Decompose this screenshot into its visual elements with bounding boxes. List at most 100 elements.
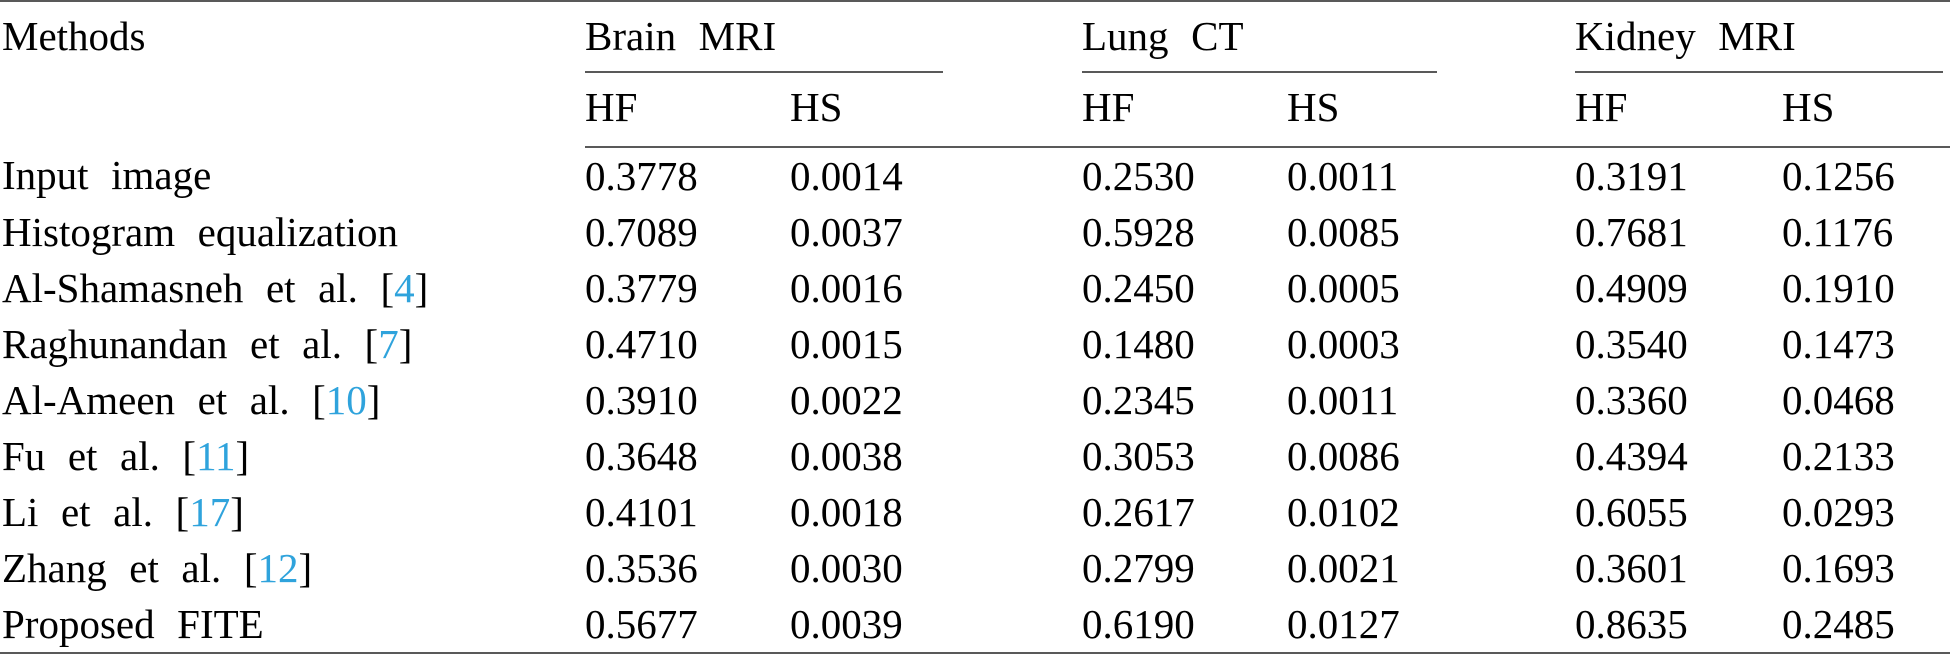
value-cell: 0.0011 — [1287, 152, 1399, 199]
value-cell: 0.1693 — [1782, 544, 1895, 591]
method-cell: Raghunandan et al. [7] — [0, 316, 585, 372]
citation-number[interactable]: 10 — [325, 376, 367, 423]
group-header-kidney-mri: Kidney MRI — [1575, 1, 1950, 74]
value-cell: 0.0468 — [1782, 376, 1895, 423]
value-cell: 0.0102 — [1287, 488, 1400, 535]
table-row: Proposed FITE 0.5677 0.0039 0.6190 0.012… — [0, 596, 1950, 655]
citation-open-bracket: [ — [221, 544, 258, 591]
table-row: Raghunandan et al. [7] 0.4710 0.0015 0.1… — [0, 316, 1950, 372]
citation-number[interactable]: 7 — [378, 320, 399, 367]
subheader-brain-hs: HS — [790, 73, 1083, 149]
method-name: Zhang et al. — [2, 544, 222, 591]
value-cell: 0.0005 — [1287, 264, 1400, 311]
subheader-brain-hf: HF — [585, 73, 790, 149]
value-cell: 0.2530 — [1082, 152, 1195, 199]
citation-open-bracket: [ — [289, 376, 326, 423]
table-row: Fu et al. [11] 0.3648 0.0038 0.3053 0.00… — [0, 428, 1950, 484]
value-cell: 0.1256 — [1782, 152, 1895, 199]
value-cell: 0.5928 — [1082, 208, 1195, 255]
group-label-lung-ct: Lung CT — [1082, 14, 1437, 74]
subheader-lung-hf: HF — [1082, 73, 1288, 149]
table-row: Input image 0.3778 0.0014 0.2530 0.0011 … — [0, 147, 1950, 204]
method-cell: Li et al. [17] — [0, 484, 585, 540]
citation-open-bracket: [ — [159, 432, 197, 479]
method-name: Al-Shamasneh et al. — [2, 264, 358, 311]
value-cell: 0.4101 — [585, 488, 698, 535]
citation-number[interactable]: 4 — [394, 264, 415, 311]
value-cell: 0.4710 — [585, 320, 698, 367]
value-cell: 0.0018 — [790, 488, 903, 535]
value-cell: 0.2133 — [1782, 432, 1895, 479]
value-cell: 0.4909 — [1575, 264, 1688, 311]
citation-number[interactable]: 17 — [189, 488, 231, 535]
table-row: Zhang et al. [12] 0.3536 0.0030 0.2799 0… — [0, 540, 1950, 596]
method-name: Proposed FITE — [2, 600, 264, 647]
citation-close-bracket: ] — [298, 544, 313, 591]
citation: [4] — [358, 265, 428, 311]
table-row: Histogram equalization 0.7089 0.0037 0.5… — [0, 204, 1950, 260]
value-cell: 0.2485 — [1782, 596, 1950, 655]
value-cell: 0.2345 — [1082, 376, 1195, 423]
method-name: Input image — [2, 152, 212, 199]
value-cell: 0.0085 — [1287, 208, 1400, 255]
table-row: Al-Ameen et al. [10] 0.3910 0.0022 0.234… — [0, 372, 1950, 428]
citation-open-bracket: [ — [152, 488, 190, 535]
method-name: Li et al. — [2, 488, 153, 535]
value-cell: 0.1910 — [1782, 264, 1895, 311]
method-name: Al-Ameen et al. — [2, 376, 290, 423]
citation: [10] — [289, 376, 381, 423]
citation-number[interactable]: 12 — [257, 544, 299, 591]
citation-close-bracket: ] — [414, 264, 429, 311]
method-name: Histogram equalization — [2, 208, 398, 255]
method-name: Raghunandan et al. — [2, 320, 342, 367]
value-cell: 0.3779 — [585, 264, 698, 311]
citation-close-bracket: ] — [398, 320, 413, 367]
value-cell: 0.3601 — [1575, 544, 1688, 591]
citation-close-bracket: ] — [366, 376, 381, 423]
value-cell: 0.0030 — [790, 544, 903, 591]
method-cell: Histogram equalization — [0, 204, 585, 260]
value-cell: 0.5677 — [585, 596, 790, 655]
group-header-brain-mri: Brain MRI — [585, 1, 1082, 74]
value-cell: 0.0011 — [1287, 376, 1399, 423]
value-cell: 0.3053 — [1082, 432, 1195, 479]
subheader-lung-hs: HS — [1287, 73, 1576, 149]
group-header-lung-ct: Lung CT — [1082, 1, 1575, 74]
value-cell: 0.3536 — [585, 544, 698, 591]
value-cell: 0.0022 — [790, 376, 903, 423]
citation-close-bracket: ] — [230, 488, 244, 535]
value-cell: 0.0003 — [1287, 320, 1400, 367]
value-cell: 0.0039 — [790, 596, 1083, 655]
value-cell: 0.0127 — [1287, 596, 1576, 655]
value-cell: 0.2450 — [1082, 264, 1195, 311]
value-cell: 0.2799 — [1082, 544, 1195, 591]
citation: [12] — [221, 545, 312, 591]
method-name: Fu et al. — [2, 432, 160, 479]
method-cell: Al-Ameen et al. [10] — [0, 372, 585, 428]
citation: [7] — [342, 320, 413, 367]
value-cell: 0.3360 — [1575, 376, 1688, 423]
value-cell: 0.0086 — [1287, 432, 1400, 479]
value-cell: 0.0293 — [1782, 488, 1895, 535]
citation-open-bracket: [ — [357, 264, 395, 311]
value-cell: 0.0016 — [790, 264, 903, 311]
citation-number[interactable]: 11 — [196, 432, 236, 479]
citation: [17] — [153, 489, 244, 535]
method-cell: Fu et al. [11] — [0, 428, 585, 484]
method-cell: Al-Shamasneh et al. [4] — [0, 260, 585, 316]
group-header-row: Methods Brain MRI Lung CT Kidney MRI — [0, 1, 1950, 74]
value-cell: 0.0015 — [790, 320, 903, 367]
method-cell: Zhang et al. [12] — [0, 540, 585, 596]
value-cell: 0.7089 — [585, 208, 698, 255]
value-cell: 0.6055 — [1575, 488, 1688, 535]
value-cell: 0.0038 — [790, 432, 903, 479]
value-cell: 0.3540 — [1575, 320, 1688, 367]
value-cell: 0.3910 — [585, 376, 698, 423]
value-cell: 0.0037 — [790, 208, 903, 255]
subheader-kidney-hf: HF — [1575, 73, 1783, 149]
value-cell: 0.0021 — [1287, 544, 1400, 591]
subheader-row: HF HS HF HS HF HS — [0, 73, 1950, 149]
subheader-kidney-hs: HS — [1782, 73, 1950, 149]
